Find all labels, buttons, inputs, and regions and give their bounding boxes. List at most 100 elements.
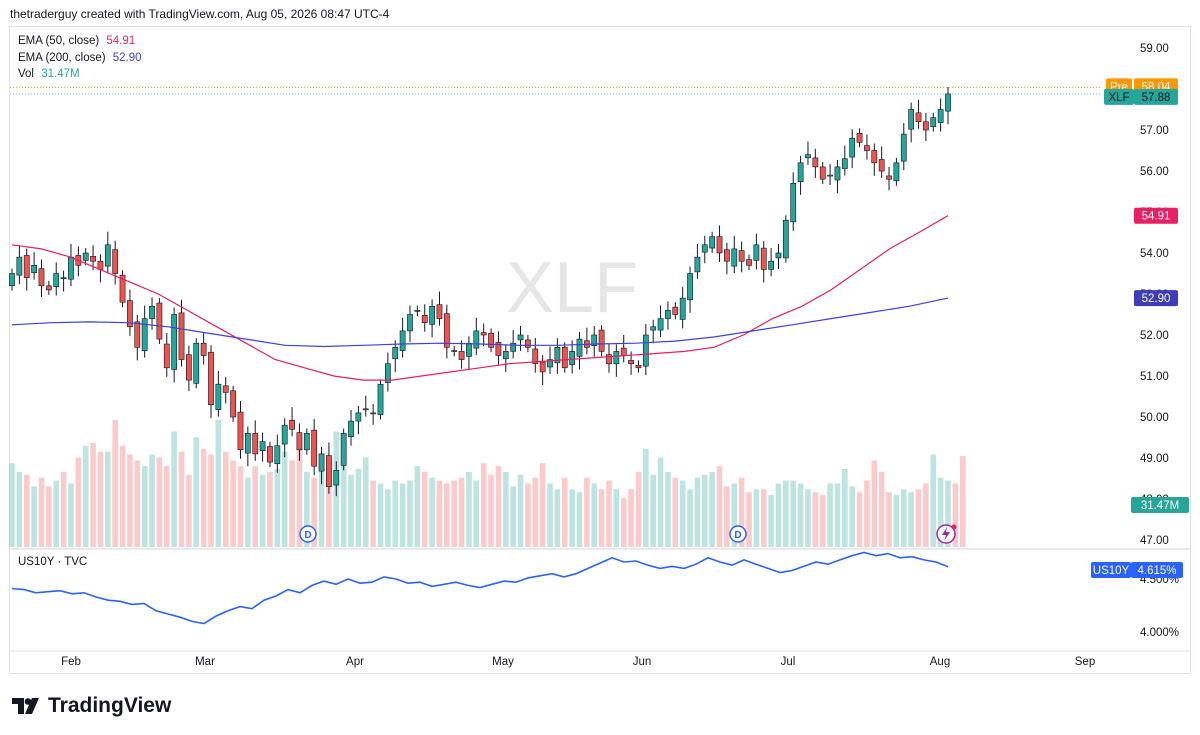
legend-ema50-label: EMA (50, close) (18, 35, 100, 47)
volume-bar (296, 443, 303, 547)
volume-bar (657, 457, 664, 547)
volume-bar (694, 477, 701, 547)
candle-body (488, 333, 494, 348)
volume-bar (326, 460, 332, 547)
candle-body (620, 347, 627, 356)
candle-body (760, 247, 767, 270)
candle-body (650, 326, 657, 331)
legend-ema200[interactable]: EMA (200, close) 52.90 (18, 52, 142, 64)
candle-body (171, 314, 178, 370)
x-tick-label: Feb (61, 656, 81, 668)
dividend-marker-label: D (304, 530, 311, 541)
last-price-tag: 57.88 (1142, 92, 1171, 104)
volume-bar (576, 492, 583, 547)
candle-body (259, 441, 266, 451)
volume-bar (377, 483, 384, 547)
x-tick-label: Jul (781, 656, 796, 668)
volume-bar (525, 483, 531, 547)
volume-bar (230, 460, 236, 547)
volume-bar (569, 489, 575, 547)
candle-body (193, 342, 200, 384)
volume-bar (908, 492, 914, 547)
candle-body (163, 343, 170, 369)
candle-body (458, 351, 465, 360)
volume-bar (952, 483, 959, 547)
volume-bar (606, 480, 612, 547)
candle-body (16, 256, 23, 276)
candle-body (731, 248, 738, 267)
candle-body (267, 446, 273, 463)
y-tick-label: 50.00 (1140, 412, 1169, 424)
dividend-marker (729, 525, 747, 543)
candle-body (178, 312, 185, 360)
volume-bar (46, 486, 52, 547)
volume-bar (584, 477, 590, 547)
candle-body (119, 274, 126, 303)
candle-body (945, 93, 951, 112)
candle-body (104, 244, 111, 267)
y-tick-label: 51.00 (1140, 371, 1169, 383)
volume-bar (259, 474, 266, 547)
candle-body (252, 433, 259, 455)
candle-body (539, 361, 546, 373)
volume-bar (222, 451, 229, 547)
us10y-line (11, 551, 949, 625)
volume-bar (318, 466, 325, 547)
candle-body (613, 351, 620, 364)
volume-bar (554, 489, 561, 547)
candle-body (790, 183, 797, 223)
volume-bar (738, 477, 745, 547)
candle-body (31, 264, 37, 273)
candle-body (532, 348, 539, 365)
candle-body (701, 244, 708, 253)
volume-bar (60, 471, 67, 547)
volume-bar (834, 483, 841, 547)
volume-bar (9, 463, 15, 547)
volume-bar (959, 456, 966, 547)
candle-body (480, 332, 487, 336)
candle-body (510, 342, 517, 352)
legend-ema200-value: 52.90 (112, 52, 142, 64)
volume-bar (473, 480, 480, 547)
volume-bar (31, 486, 37, 547)
tradingview-logo[interactable]: TradingView (12, 694, 171, 718)
volume-bar (16, 471, 23, 547)
candle-body (827, 174, 833, 177)
candle-body (709, 236, 716, 249)
candle-body (340, 433, 347, 466)
candle-body (937, 109, 944, 123)
ema200-tag: 52.90 (1142, 293, 1171, 305)
volume-bar (842, 469, 848, 547)
ema50-line (11, 215, 949, 381)
candle-body (127, 300, 133, 328)
watermark-text: XLF (506, 248, 638, 328)
y-tick-label: 47.00 (1140, 535, 1169, 547)
candle-body (628, 360, 634, 365)
volume-bar (923, 483, 929, 547)
volume-bar (119, 445, 126, 547)
volume-bar (112, 419, 118, 547)
volume-bar (75, 457, 82, 547)
candle-body (642, 334, 649, 367)
legend-vol[interactable]: Vol 31.47M (18, 68, 80, 80)
volume-bar (783, 480, 789, 547)
candle-body (606, 354, 612, 364)
lightning-icon (942, 527, 950, 541)
candle-body (768, 260, 774, 270)
volume-bar (421, 471, 428, 547)
candle-body (429, 305, 435, 325)
candle-body (871, 150, 878, 164)
volume-bar (274, 469, 281, 547)
volume-bar (171, 431, 177, 547)
chart-header: thetraderguy created with TradingView.co… (10, 7, 390, 21)
candle-body (215, 383, 222, 410)
volume-bar (178, 451, 185, 547)
candle-body (525, 339, 531, 348)
candle-body (296, 432, 303, 451)
candle-body (200, 342, 207, 356)
lower-pane-title[interactable]: US10Y · TVC (18, 556, 88, 568)
legend-ema50[interactable]: EMA (50, close) 54.91 (18, 35, 135, 47)
volume-bar (768, 495, 774, 547)
us10y-symbol-tag: US10Y (1093, 565, 1130, 577)
